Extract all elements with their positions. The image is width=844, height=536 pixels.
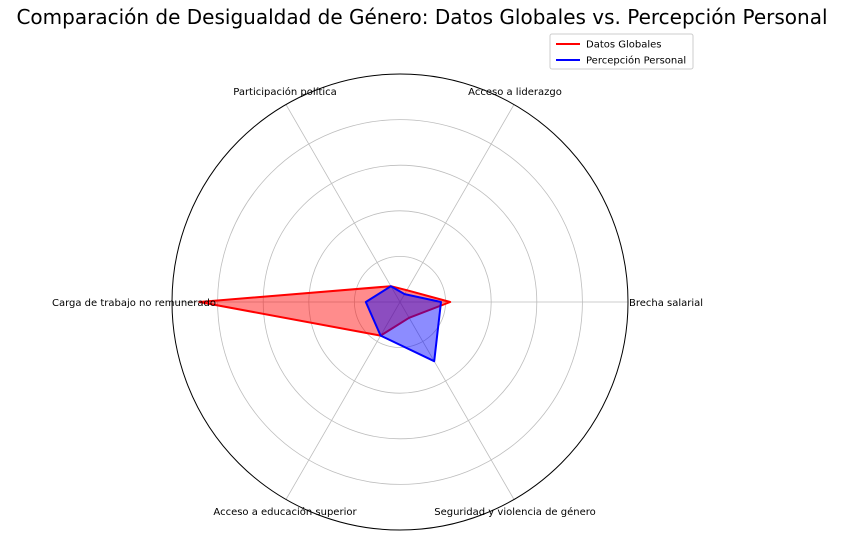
series-area xyxy=(365,286,441,362)
series-layer xyxy=(198,285,452,363)
legend-frame xyxy=(549,33,694,70)
category-label: Acceso a educación superior xyxy=(213,506,357,518)
outer-frame xyxy=(171,73,629,531)
category-label: Seguridad y violencia de género xyxy=(434,506,596,518)
category-label: Acceso a liderazgo xyxy=(468,87,562,98)
chart-title: Comparación de Desigualdad de Género: Da… xyxy=(16,5,827,29)
grid-spoke xyxy=(285,104,401,303)
series-line xyxy=(198,285,452,337)
series-line xyxy=(364,285,442,363)
category-label: Participación política xyxy=(233,86,337,98)
category-label: Brecha salarial xyxy=(629,298,703,309)
legend: Datos Globales Percepción Personal xyxy=(549,33,694,70)
category-labels: Brecha salarial Acceso a liderazgo Partici… xyxy=(52,86,703,518)
legend-label: Percepción Personal xyxy=(586,55,686,67)
grid-spoke xyxy=(399,301,515,500)
category-label: Carga de trabajo no remunerado xyxy=(52,298,216,309)
legend-label: Datos Globales xyxy=(586,40,662,51)
grid-spoke xyxy=(399,104,515,303)
series-area xyxy=(199,286,451,336)
